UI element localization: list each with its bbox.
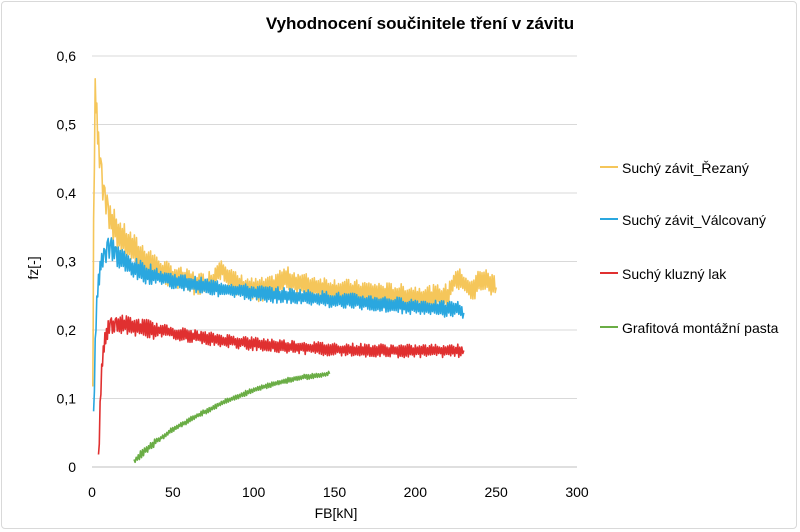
x-tick-label: 250 (484, 484, 508, 500)
series-line-4 (133, 370, 331, 464)
x-tick-label: 150 (323, 484, 347, 500)
series-line-3 (97, 314, 465, 455)
legend-label: Grafitová montážní pasta (622, 320, 779, 336)
x-tick-label: 100 (242, 484, 266, 500)
legend-swatch (600, 218, 618, 220)
y-tick-label: 0,5 (57, 117, 77, 133)
chart-title: Vyhodnocení součinitele tření v závitu (265, 14, 575, 33)
legend-swatch (600, 166, 618, 168)
y-tick-label: 0,1 (57, 391, 77, 407)
legend-label: Suchý závit_Řezaný (622, 160, 749, 176)
legend-label: Suchý závit_Válcovaný (622, 212, 766, 228)
x-tick-label: 50 (165, 484, 181, 500)
y-tick-label: 0 (68, 459, 76, 475)
y-tick-label: 0,6 (57, 48, 77, 64)
legend-swatch (600, 326, 618, 328)
series-line-2 (92, 237, 465, 412)
x-axis-label: FB[kN] (315, 505, 358, 521)
legend-label: Suchý kluzný lak (622, 266, 727, 282)
y-tick-label: 0,4 (57, 185, 77, 201)
x-tick-label: 0 (88, 484, 96, 500)
legend-swatch (600, 272, 618, 274)
x-tick-label: 200 (404, 484, 428, 500)
x-tick-label: 300 (565, 484, 589, 500)
y-axis-label: fz[-] (25, 256, 41, 279)
legend-item: Grafitová montážní pasta (600, 318, 782, 338)
legend-item: Suchý kluzný lak (600, 264, 782, 284)
y-tick-label: 0,3 (57, 254, 77, 270)
legend-item: Suchý závit_Řezaný (600, 158, 782, 178)
y-tick-label: 0,2 (57, 322, 77, 338)
legend-item: Suchý závit_Válcovaný (600, 210, 782, 230)
